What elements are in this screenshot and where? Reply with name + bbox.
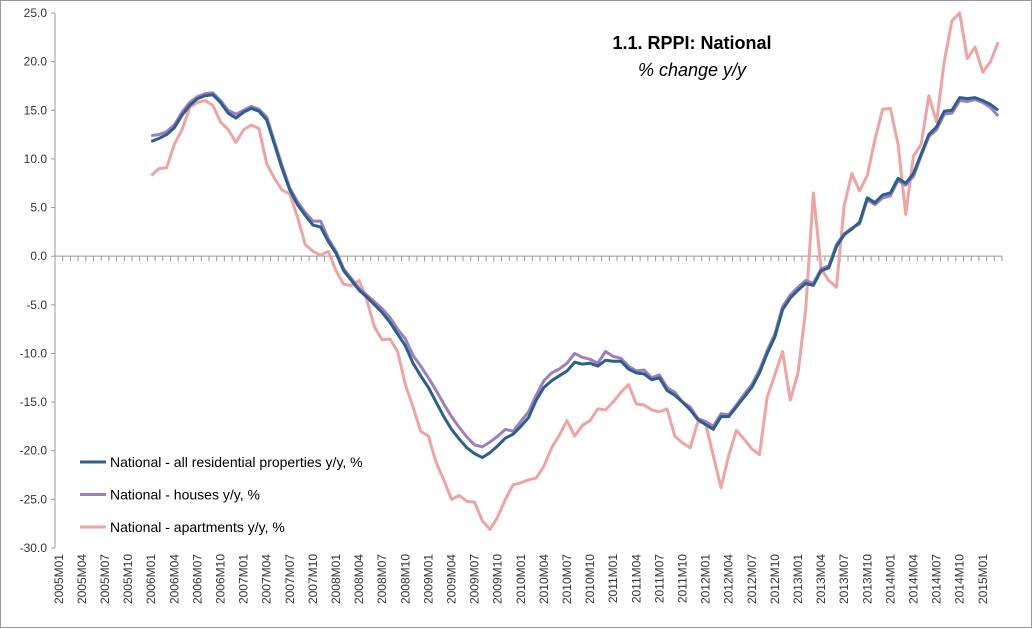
x-tick-label: 2010M01 (514, 554, 528, 604)
y-tick-label: -25.0 (20, 492, 48, 506)
x-tick-label: 2005M04 (75, 554, 89, 604)
chart-subtitle: % change y/y (638, 60, 747, 80)
series-line (150, 93, 1000, 460)
x-tick-label: 2006M01 (144, 554, 158, 604)
x-tick-label: 2008M07 (375, 554, 389, 604)
y-tick-label: 5.0 (30, 201, 47, 215)
legend-label: National - all residential properties y/… (110, 454, 363, 470)
x-tick-label: 2009M10 (491, 554, 505, 604)
y-tick-label: -10.0 (20, 346, 48, 360)
x-tick-label: 2005M07 (98, 554, 112, 604)
x-tick-label: 2011M01 (606, 554, 620, 603)
chart-title: 1.1. RPPI: National (612, 33, 771, 53)
x-tick-label: 2008M01 (329, 554, 343, 604)
x-tick-label: 2012M10 (768, 554, 782, 604)
x-tick-label: 2014M01 (883, 554, 897, 604)
x-tick-label: 2010M10 (583, 554, 597, 604)
series-line (150, 11, 1000, 532)
x-tick-label: 2005M10 (121, 554, 135, 604)
x-tick-label: 2013M04 (814, 554, 828, 604)
y-tick-label: -30.0 (20, 541, 48, 555)
x-tick-label: 2012M01 (699, 554, 713, 604)
x-tick-label: 2006M04 (167, 554, 181, 604)
x-tick-label: 2009M01 (421, 554, 435, 604)
x-tick-label: 2013M10 (860, 554, 874, 604)
x-tick-label: 2011M04 (629, 554, 643, 603)
x-tick-label: 2014M04 (906, 554, 920, 604)
x-tick-label: 2010M04 (537, 554, 551, 604)
y-tick-label: -15.0 (20, 395, 48, 409)
x-tick-label: 2009M07 (468, 554, 482, 604)
x-tick-label: 2015M01 (976, 554, 990, 604)
x-tick-label: 2013M01 (791, 554, 805, 604)
y-tick-label: -20.0 (20, 444, 48, 458)
x-tick-label: 2005M01 (52, 554, 66, 604)
x-tick-label: 2011M07 (652, 554, 666, 603)
x-tick-label: 2008M04 (352, 554, 366, 604)
x-tick-label: 2011M10 (675, 554, 689, 603)
x-tick-label: 2012M07 (745, 554, 759, 604)
x-tick-label: 2007M04 (260, 554, 274, 604)
x-tick-label: 2009M04 (445, 554, 459, 604)
x-tick-label: 2014M10 (953, 554, 967, 604)
y-tick-label: 10.0 (24, 152, 48, 166)
x-tick-label: 2006M07 (190, 554, 204, 604)
x-tick-label: 2014M07 (930, 554, 944, 604)
y-tick-label: 25.0 (24, 6, 48, 20)
x-tick-label: 2006M10 (214, 554, 228, 604)
legend-label: National - houses y/y, % (110, 487, 260, 503)
x-tick-label: 2007M01 (237, 554, 251, 604)
legend-label: National - apartments y/y, % (110, 519, 285, 535)
y-tick-label: 15.0 (24, 103, 48, 117)
x-tick-label: 2013M07 (837, 554, 851, 604)
y-tick-label: -5.0 (26, 298, 47, 312)
x-tick-label: 2007M07 (283, 554, 297, 604)
y-tick-label: 0.0 (30, 249, 47, 263)
y-tick-label: 20.0 (24, 55, 48, 69)
x-tick-label: 2007M10 (306, 554, 320, 604)
x-tick-label: 2012M04 (722, 554, 736, 604)
x-tick-label: 2008M10 (398, 554, 412, 604)
x-tick-label: 2010M07 (560, 554, 574, 604)
